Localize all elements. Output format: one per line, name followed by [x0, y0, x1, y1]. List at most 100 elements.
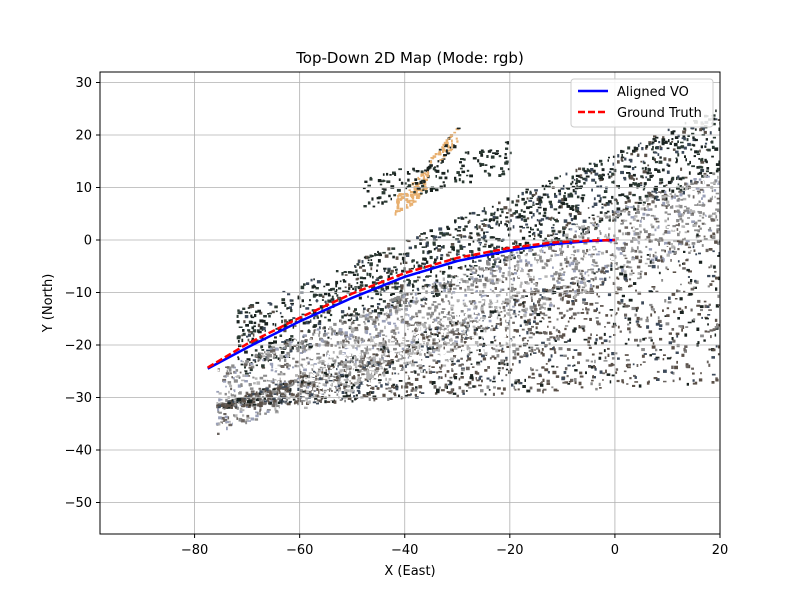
cloud-point: [717, 255, 720, 257]
cloud-point: [608, 364, 612, 367]
cloud-point: [527, 339, 529, 342]
cloud-point: [583, 241, 588, 245]
cloud-point: [421, 316, 425, 319]
cloud-point: [597, 250, 601, 253]
cloud-point: [401, 385, 403, 389]
cloud-point: [240, 401, 242, 404]
cloud-point: [594, 276, 597, 281]
cloud-point: [399, 367, 404, 371]
cloud-point: [658, 357, 660, 360]
cloud-point: [402, 295, 406, 298]
cloud-point: [709, 197, 713, 201]
cloud-point: [368, 397, 371, 401]
cloud-point: [595, 271, 599, 273]
cloud-point: [599, 211, 603, 214]
cloud-point: [685, 259, 689, 262]
cloud-point: [221, 419, 223, 422]
cloud-point: [595, 285, 599, 289]
cloud-point: [269, 353, 272, 358]
cloud-point: [348, 314, 352, 317]
cloud-point: [312, 381, 316, 385]
cloud-point: [487, 366, 490, 369]
cloud-point: [577, 261, 581, 264]
cloud-point: [290, 302, 294, 305]
cloud-point: [379, 317, 381, 319]
cloud-point: [716, 219, 719, 221]
cloud-point: [447, 251, 452, 254]
cloud-point: [456, 253, 458, 257]
cloud-point: [438, 338, 441, 343]
cloud-point: [633, 282, 637, 285]
cloud-point: [240, 359, 243, 363]
cloud-point: [626, 206, 630, 208]
cloud-point: [581, 194, 586, 197]
cloud-point: [523, 218, 528, 222]
cloud-point: [254, 377, 258, 380]
cloud-point: [666, 253, 670, 257]
cloud-point: [254, 314, 257, 318]
cloud-point: [540, 351, 544, 355]
cloud-point: [322, 295, 325, 299]
cloud-point: [530, 272, 533, 277]
cloud-point: [485, 267, 489, 270]
cloud-point: [535, 322, 539, 325]
cloud-point: [243, 371, 245, 375]
cloud-point: [341, 315, 344, 319]
cloud-point: [538, 221, 541, 225]
cloud-point: [572, 365, 574, 367]
cloud-point: [316, 392, 319, 395]
cloud-point: [494, 306, 498, 309]
cloud-point: [629, 235, 632, 238]
cloud-point: [684, 306, 687, 309]
cloud-point: [573, 250, 576, 253]
cloud-point: [511, 281, 515, 284]
cloud-point: [383, 290, 386, 292]
cloud-point: [690, 127, 695, 130]
cloud-point: [421, 305, 425, 308]
cloud-point: [446, 254, 450, 257]
cloud-point: [378, 252, 382, 255]
cloud-point: [474, 385, 477, 388]
cloud-point: [625, 205, 628, 208]
cloud-point: [277, 373, 281, 376]
cloud-point: [555, 328, 559, 332]
cloud-point: [689, 209, 693, 212]
cloud-point: [669, 221, 674, 225]
cloud-point: [659, 261, 662, 264]
cloud-point: [542, 302, 547, 306]
cloud-point: [601, 282, 605, 286]
cloud-point: [616, 247, 619, 250]
cloud-point: [635, 177, 638, 180]
cloud-point: [448, 331, 452, 334]
cloud-point: [441, 233, 446, 237]
cloud-point: [541, 348, 544, 351]
cloud-point: [622, 252, 625, 255]
cloud-point: [566, 309, 569, 312]
cloud-point: [259, 406, 262, 409]
cloud-point: [425, 283, 428, 286]
cloud-point: [682, 130, 686, 134]
cloud-point: [603, 190, 608, 193]
cloud-point: [623, 254, 627, 257]
cloud-point: [490, 268, 494, 271]
cloud-point: [461, 344, 464, 347]
cloud-point: [449, 280, 452, 284]
cloud-point: [541, 317, 544, 319]
cloud-point: [655, 220, 660, 223]
cloud-point: [271, 346, 276, 349]
cloud-point: [652, 145, 654, 149]
cloud-point: [440, 257, 443, 260]
cloud-point: [678, 377, 681, 381]
cloud-point: [362, 314, 367, 318]
cloud-point: [551, 181, 553, 184]
cloud-point: [428, 335, 432, 338]
cloud-point: [563, 197, 568, 202]
cloud-point: [550, 203, 553, 207]
cloud-point: [492, 327, 496, 331]
cloud-point: [532, 201, 535, 204]
cloud-point: [662, 201, 666, 205]
cloud-point: [563, 219, 568, 223]
cloud-point: [647, 264, 652, 267]
cloud-point: [714, 333, 717, 337]
cloud-point: [429, 255, 433, 260]
